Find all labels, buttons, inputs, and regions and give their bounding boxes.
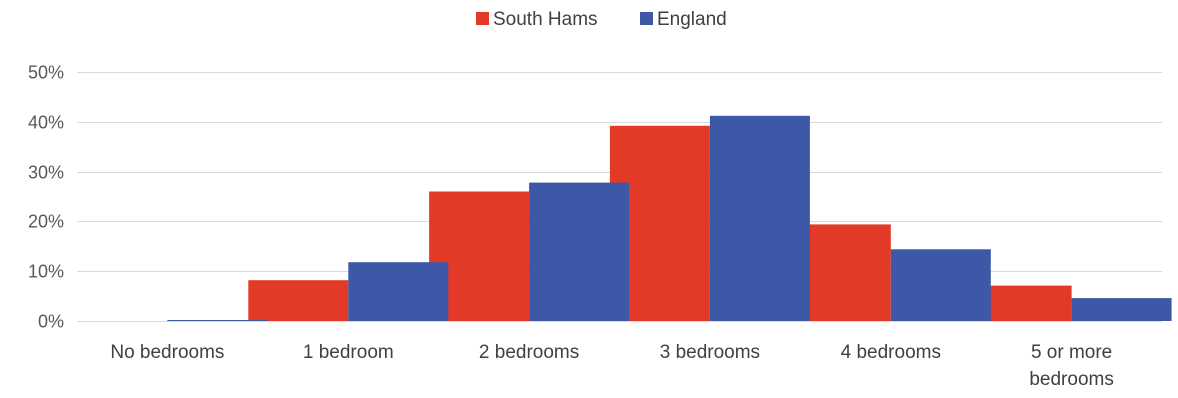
legend-label: England [657, 9, 727, 30]
y-tick-label: 30% [28, 163, 64, 183]
y-axis-tick-labels: 0% 10% 20% 30% 40% 50% [28, 63, 64, 332]
bar-england [1072, 298, 1172, 321]
x-category-label: 5 or more [1031, 342, 1112, 363]
y-tick-label: 10% [28, 262, 64, 282]
x-category-label: bedrooms [1029, 369, 1114, 390]
x-category-label: 2 bedrooms [479, 342, 579, 363]
x-category-label: 1 bedroom [303, 342, 394, 363]
bar-england [710, 116, 810, 321]
x-category-label: 4 bedrooms [841, 342, 941, 363]
legend-swatch [476, 12, 489, 25]
bar-england [348, 262, 448, 321]
legend-swatch [640, 12, 653, 25]
bar-england [529, 183, 629, 321]
bar-england [167, 320, 267, 321]
y-tick-label: 50% [28, 63, 64, 83]
bar-england [891, 249, 991, 321]
legend-label: South Hams [493, 9, 598, 30]
x-category-label: 3 bedrooms [660, 342, 760, 363]
x-axis-category-labels: No bedrooms 1 bedroom 2 bedrooms 3 bedrooms… [110, 342, 1113, 390]
bars [167, 116, 1171, 321]
x-category-label: No bedrooms [110, 342, 224, 363]
y-tick-label: 20% [28, 212, 64, 232]
legend: South Hams England [476, 9, 727, 30]
bar-south-hams [248, 280, 348, 321]
y-tick-label: 0% [38, 312, 64, 332]
y-tick-label: 40% [28, 113, 64, 133]
